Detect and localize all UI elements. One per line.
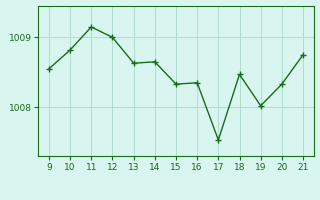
- Text: Graphe pression niveau de la mer (hPa): Graphe pression niveau de la mer (hPa): [48, 183, 272, 193]
